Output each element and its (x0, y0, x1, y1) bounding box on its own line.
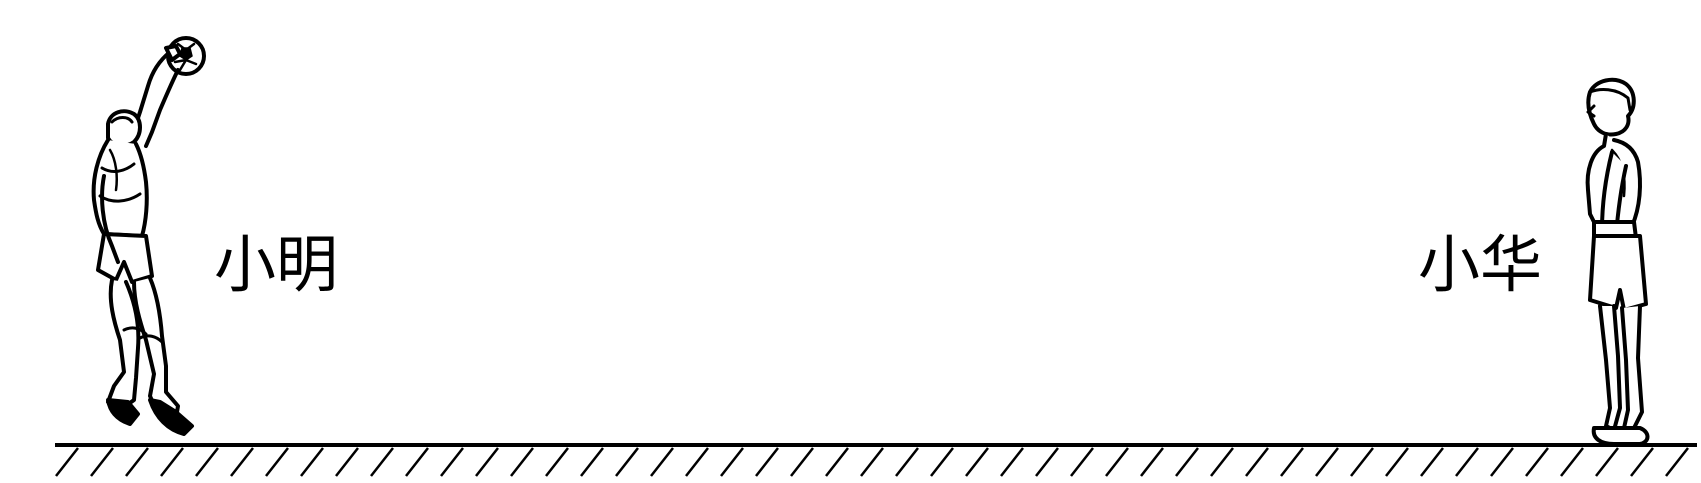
ground-hatch-mark (1490, 447, 1514, 477)
ground-hatch-mark (650, 447, 674, 477)
ground-hatch-mark (685, 447, 709, 477)
ground-hatch-mark (55, 447, 79, 477)
ground-hatch-mark (930, 447, 954, 477)
ground-hatch-mark (265, 447, 289, 477)
ground-hatch-mark (335, 447, 359, 477)
ground-hatch-mark (965, 447, 989, 477)
ground-hatch-mark (1175, 447, 1199, 477)
ground-hatch-mark (1280, 447, 1304, 477)
ground-hatch-mark (1315, 447, 1339, 477)
ground-hatch-mark (545, 447, 569, 477)
ground-hatch-mark (370, 447, 394, 477)
left-person-icon (91, 36, 206, 436)
ground-hatch-mark (160, 447, 184, 477)
ground-hatch-mark (825, 447, 849, 477)
ground-hatch-mark (475, 447, 499, 477)
ground-hatch-mark (195, 447, 219, 477)
ground-hatch-mark (1140, 447, 1164, 477)
ground-hatch-mark (1035, 447, 1059, 477)
ground-hatch-mark (755, 447, 779, 477)
ground-hatch-mark (1105, 447, 1129, 477)
label-xiaoming: 小明 (214, 228, 339, 301)
ground-hatch-mark (1525, 447, 1549, 477)
ground-hatch-mark (1350, 447, 1374, 477)
ground-hatch-mark (615, 447, 639, 477)
ground-hatch-mark (1000, 447, 1024, 477)
ground-hatch-mark (720, 447, 744, 477)
ground-hatch-mark (510, 447, 534, 477)
ground-hatch-mark (300, 447, 324, 477)
ground-hatch-mark (1630, 447, 1654, 477)
ground-hatching (55, 447, 1689, 477)
ground-hatch-mark (440, 447, 464, 477)
ground-hatch-mark (1070, 447, 1094, 477)
right-person-icon (1585, 77, 1650, 446)
ground-hatch-mark (125, 447, 149, 477)
ground-hatch-mark (860, 447, 884, 477)
ground-hatch-mark (1665, 447, 1689, 477)
ground-hatch-mark (1455, 447, 1479, 477)
label-xiaohua: 小华 (1418, 228, 1543, 301)
ground-hatch-mark (1420, 447, 1444, 477)
ground-hatch-mark (790, 447, 814, 477)
ground-hatch-mark (230, 447, 254, 477)
ground-hatch-mark (405, 447, 429, 477)
ground-hatch-mark (1595, 447, 1619, 477)
ground-hatch-mark (1385, 447, 1409, 477)
ground-hatch-mark (1560, 447, 1584, 477)
ground-hatch-mark (1245, 447, 1269, 477)
ground-hatch-mark (895, 447, 919, 477)
ground-hatch-mark (580, 447, 604, 477)
ground-hatch-mark (1210, 447, 1234, 477)
ground-hatch-mark (90, 447, 114, 477)
